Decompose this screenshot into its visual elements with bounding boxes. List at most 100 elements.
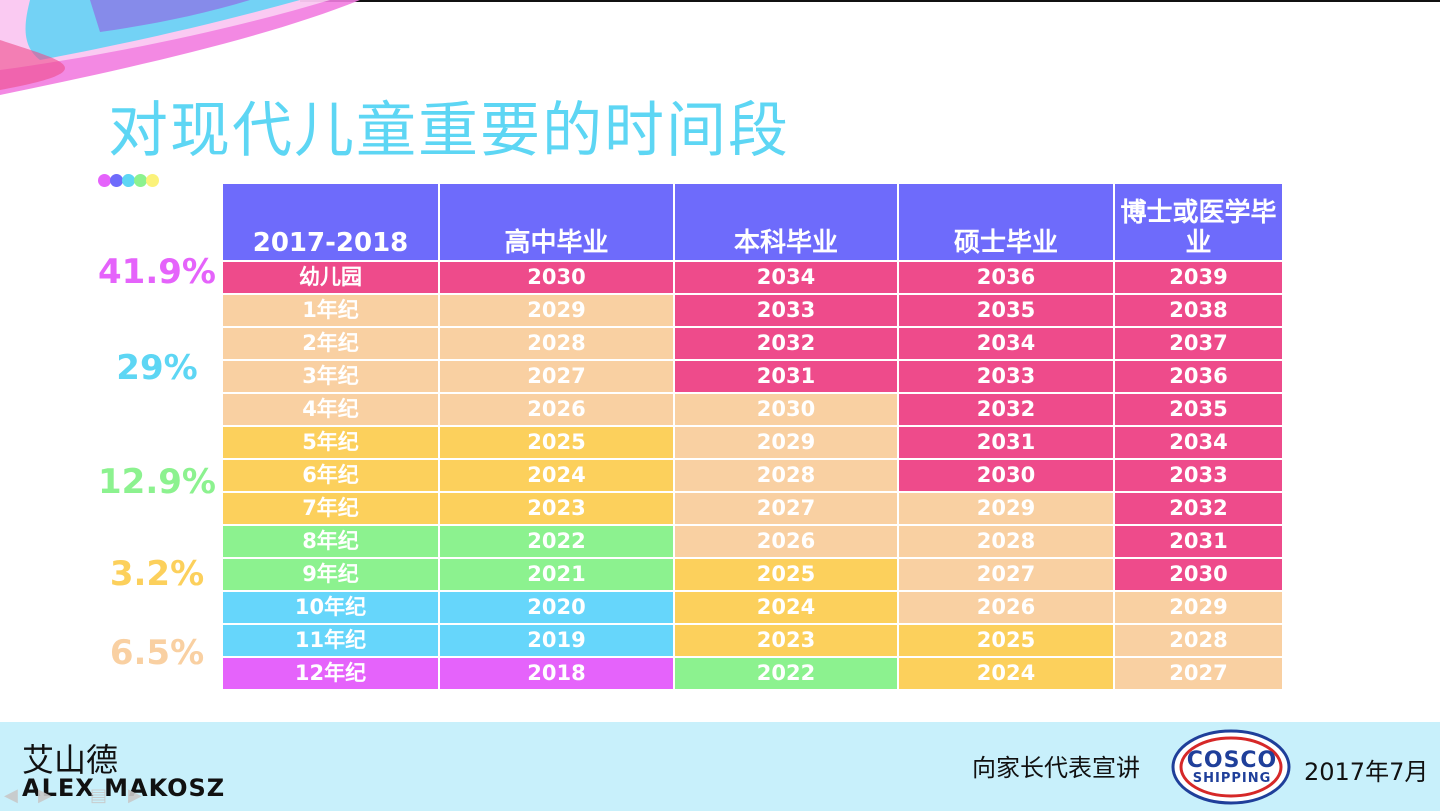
column-header: 本科毕业 xyxy=(673,182,899,262)
percentage-label: 12.9% xyxy=(98,462,216,502)
percentage-label: 41.9% xyxy=(98,252,216,292)
year-cell: 2036 xyxy=(897,260,1115,295)
year-cell: 2025 xyxy=(438,425,675,460)
grade-cell: 2年纪 xyxy=(221,326,440,361)
year-cell: 2035 xyxy=(1113,392,1284,427)
year-cell: 2034 xyxy=(673,260,899,295)
year-cell: 2034 xyxy=(1113,425,1284,460)
year-cell: 2028 xyxy=(897,524,1115,559)
grade-cell: 12年纪 xyxy=(221,656,440,691)
cosco-logo-icon xyxy=(1171,729,1291,805)
year-cell: 2032 xyxy=(897,392,1115,427)
grade-cell: 8年纪 xyxy=(221,524,440,559)
year-cell: 2031 xyxy=(1113,524,1284,559)
table-row: 4年纪 2026 2030 2032 2035 xyxy=(221,392,1284,427)
grade-cell: 11年纪 xyxy=(221,623,440,658)
year-cell: 2022 xyxy=(438,524,675,559)
grade-cell: 幼儿园 xyxy=(221,260,440,295)
year-cell: 2030 xyxy=(1113,557,1284,592)
percentage-label: 3.2% xyxy=(109,554,205,594)
year-cell: 2033 xyxy=(1113,458,1284,493)
table-row: 9年纪 2021 2025 2027 2030 xyxy=(221,557,1284,592)
table-body: 幼儿园 2030 2034 2036 2039 1年纪 2029 2033 2035 2038 2年… xyxy=(221,260,1284,691)
grade-cell: 3年纪 xyxy=(221,359,440,394)
author-english-name: ALEX MAKOSZ xyxy=(22,774,226,802)
table-row: 12年纪 2018 2022 2024 2027 xyxy=(221,656,1284,691)
year-cell: 2021 xyxy=(438,557,675,592)
year-cell: 2020 xyxy=(438,590,675,625)
year-cell: 2018 xyxy=(438,656,675,691)
table-row: 3年纪 2027 2031 2033 2036 xyxy=(221,359,1284,394)
menu-icon[interactable]: ▤ xyxy=(90,785,108,806)
year-cell: 2031 xyxy=(673,359,899,394)
graduation-table: 2017-2018 高中毕业 本科毕业 硕士毕业 博士或医学毕业 幼儿园 2030 2034… xyxy=(221,182,1284,691)
year-cell: 2030 xyxy=(438,260,675,295)
year-cell: 2027 xyxy=(438,359,675,394)
year-cell: 2022 xyxy=(673,656,899,691)
forward-icon[interactable]: ▶ xyxy=(128,785,142,806)
year-cell: 2035 xyxy=(897,293,1115,328)
year-cell: 2039 xyxy=(1113,260,1284,295)
year-cell: 2029 xyxy=(438,293,675,328)
year-cell: 2026 xyxy=(438,392,675,427)
table-row: 11年纪 2019 2023 2025 2028 xyxy=(221,623,1284,658)
talk-title: 向家长代表宣讲 xyxy=(972,754,1140,782)
year-cell: 2026 xyxy=(897,590,1115,625)
table-row: 1年纪 2029 2033 2035 2038 xyxy=(221,293,1284,328)
year-cell: 2038 xyxy=(1113,293,1284,328)
column-header: 硕士毕业 xyxy=(897,182,1115,262)
grade-cell: 10年纪 xyxy=(221,590,440,625)
table-row: 6年纪 2024 2028 2030 2033 xyxy=(221,458,1284,493)
table-row: 幼儿园 2030 2034 2036 2039 xyxy=(221,260,1284,295)
year-cell: 2023 xyxy=(438,491,675,526)
logo-text: COSCO xyxy=(1186,748,1278,773)
percentage-label: 6.5% xyxy=(109,633,205,673)
author-chinese-name: 艾山德 xyxy=(22,741,119,779)
year-cell: 2036 xyxy=(1113,359,1284,394)
year-cell: 2027 xyxy=(897,557,1115,592)
year-cell: 2025 xyxy=(673,557,899,592)
year-cell: 2028 xyxy=(438,326,675,361)
year-cell: 2032 xyxy=(673,326,899,361)
year-cell: 2029 xyxy=(1113,590,1284,625)
table-row: 8年纪 2022 2026 2028 2031 xyxy=(221,524,1284,559)
grade-cell: 1年纪 xyxy=(221,293,440,328)
year-cell: 2030 xyxy=(673,392,899,427)
year-cell: 2032 xyxy=(1113,491,1284,526)
year-cell: 2028 xyxy=(673,458,899,493)
grade-cell: 9年纪 xyxy=(221,557,440,592)
prev-arrow-icon[interactable]: ◀ xyxy=(4,785,18,806)
year-cell: 2026 xyxy=(673,524,899,559)
year-cell: 2033 xyxy=(673,293,899,328)
year-cell: 2024 xyxy=(897,656,1115,691)
table-header-row: 2017-2018 高中毕业 本科毕业 硕士毕业 博士或医学毕业 xyxy=(221,182,1284,262)
column-header: 博士或医学毕业 xyxy=(1113,182,1284,262)
year-cell: 2025 xyxy=(897,623,1115,658)
slide-navigation: ◀ ▶ ▤ ▶ xyxy=(4,786,154,808)
year-cell: 2033 xyxy=(897,359,1115,394)
slide-title: 对现代儿童重要的时间段 xyxy=(108,96,790,166)
table-row: 7年纪 2023 2027 2029 2032 xyxy=(221,491,1284,526)
grade-cell: 5年纪 xyxy=(221,425,440,460)
year-cell: 2028 xyxy=(1113,623,1284,658)
year-cell: 2029 xyxy=(897,491,1115,526)
year-cell: 2029 xyxy=(673,425,899,460)
year-cell: 2030 xyxy=(897,458,1115,493)
logo-subtext: SHIPPING xyxy=(1192,771,1272,786)
table-row: 10年纪 2020 2024 2026 2029 xyxy=(221,590,1284,625)
presentation-date: 2017年7月 xyxy=(1304,758,1429,786)
table-row: 2年纪 2028 2032 2034 2037 xyxy=(221,326,1284,361)
grade-cell: 6年纪 xyxy=(221,458,440,493)
year-cell: 2034 xyxy=(897,326,1115,361)
year-cell: 2037 xyxy=(1113,326,1284,361)
color-dots-icon xyxy=(98,174,168,188)
year-cell: 2031 xyxy=(897,425,1115,460)
grade-cell: 4年纪 xyxy=(221,392,440,427)
grade-cell: 7年纪 xyxy=(221,491,440,526)
year-cell: 2019 xyxy=(438,623,675,658)
next-arrow-icon[interactable]: ▶ xyxy=(38,785,52,806)
top-rule xyxy=(300,0,1440,2)
table-row: 5年纪 2025 2029 2031 2034 xyxy=(221,425,1284,460)
year-cell: 2027 xyxy=(673,491,899,526)
year-cell: 2027 xyxy=(1113,656,1284,691)
